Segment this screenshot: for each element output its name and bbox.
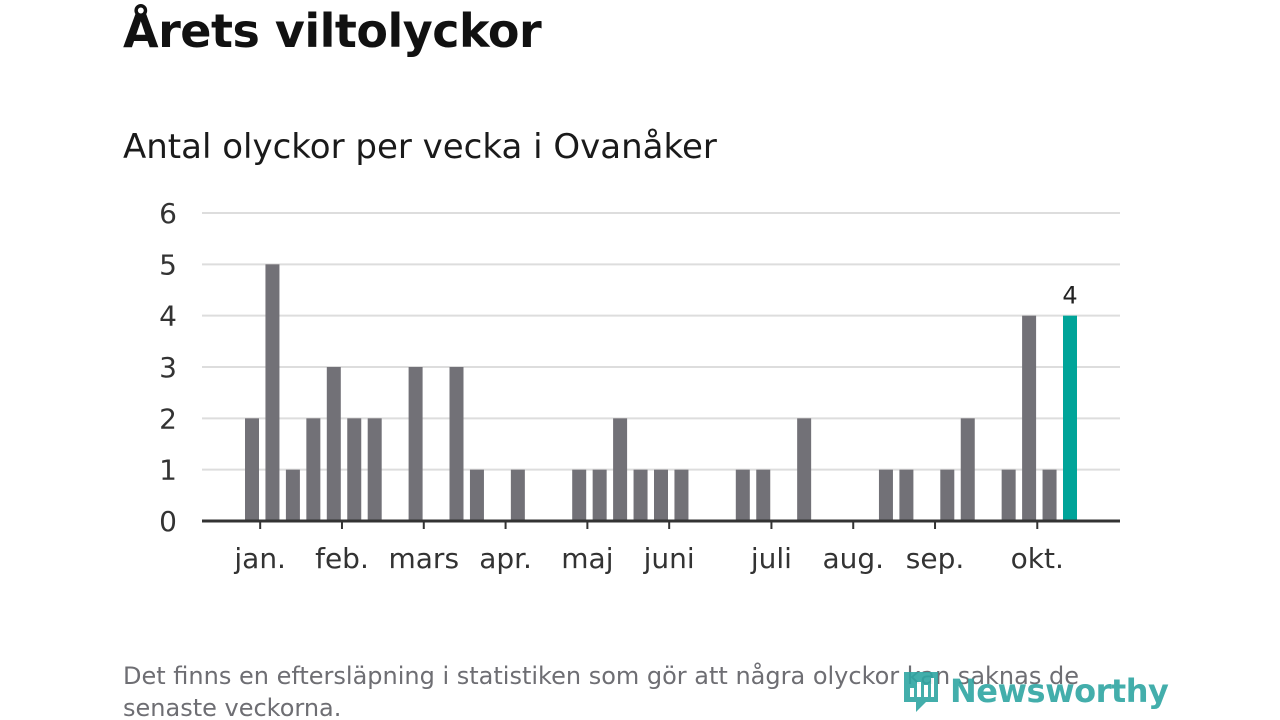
bar: [1022, 315, 1037, 521]
bar: [265, 264, 280, 521]
bar: [756, 469, 771, 521]
bar: [245, 418, 259, 521]
x-tick-label: okt.: [1011, 542, 1064, 575]
x-tick-label: mars: [389, 542, 460, 575]
bar-highlight: [1063, 315, 1077, 521]
y-tick-label: 3: [159, 351, 177, 384]
newsworthy-logo: Newsworthy: [900, 668, 1169, 714]
x-tick-label: maj: [561, 542, 613, 575]
x-tick-label: juli: [750, 542, 792, 575]
x-tick-label: jan.: [233, 542, 286, 575]
bar: [735, 469, 750, 521]
bar-chart: 0 1 2 3 4 5 6 4 jan. feb. mars apr. maj juni juli aug. s…: [159, 197, 1120, 575]
bar: [326, 367, 341, 521]
x-tick-label: sep.: [906, 542, 965, 575]
bar: [408, 367, 423, 521]
bar: [367, 418, 382, 521]
bar: [899, 469, 914, 521]
bar: [347, 418, 362, 521]
bar: [572, 469, 587, 521]
y-tick-label: 1: [159, 454, 177, 487]
y-tick-label: 4: [159, 300, 177, 333]
bar: [878, 469, 893, 521]
highlight-value-label: 4: [1062, 282, 1077, 310]
bar: [940, 469, 955, 521]
bar: [654, 469, 668, 521]
x-tick-label: feb.: [315, 542, 369, 575]
bar: [797, 418, 812, 521]
bar: [960, 418, 975, 521]
bar: [449, 367, 464, 521]
bar: [592, 469, 607, 521]
bar: [1001, 469, 1016, 521]
x-tick-label: juni: [643, 542, 695, 575]
bar: [510, 469, 525, 521]
bar: [674, 469, 689, 521]
newsworthy-logo-text: Newsworthy: [950, 672, 1169, 710]
bar: [285, 469, 300, 521]
y-tick-label: 0: [159, 505, 177, 538]
bar: [306, 418, 321, 521]
bar: [469, 469, 484, 521]
bar: [633, 469, 648, 521]
x-tick-label: aug.: [822, 542, 884, 575]
y-tick-label: 6: [159, 197, 177, 230]
y-tick-label: 2: [159, 402, 177, 435]
chart-title: Årets viltolyckor: [123, 4, 542, 58]
newsworthy-logo-icon: [904, 672, 938, 712]
x-tick-label: apr.: [479, 542, 532, 575]
bar: [613, 418, 628, 521]
chart-subtitle: Antal olyckor per vecka i Ovanåker: [123, 127, 717, 167]
bar: [1042, 469, 1057, 521]
y-tick-label: 5: [159, 248, 177, 281]
